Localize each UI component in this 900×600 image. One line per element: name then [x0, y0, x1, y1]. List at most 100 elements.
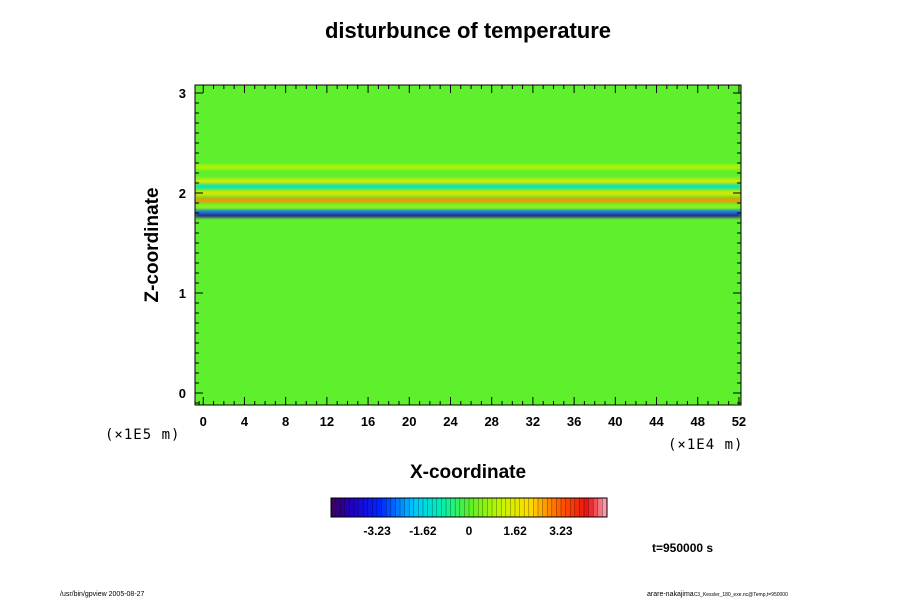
x-tick-label: 24 — [443, 414, 458, 429]
colorbar-cell — [340, 498, 346, 517]
y-scale-label: (×1E5 m) — [105, 427, 180, 443]
colorbar-cell — [487, 498, 493, 517]
colorbar-cell — [542, 498, 548, 517]
colorbar-cell — [331, 498, 336, 517]
colorbar-tick-label: -3.23 — [363, 524, 391, 538]
colorbar-cell — [561, 498, 566, 517]
y-tick-label: 0 — [179, 386, 186, 401]
colorbar-cell — [482, 498, 488, 517]
colorbar-cell — [588, 498, 594, 517]
colorbar-cell — [441, 498, 447, 517]
colorbar-cell — [584, 498, 589, 517]
x-scale-label: (×1E4 m) — [668, 437, 743, 453]
colorbar-cell — [423, 498, 428, 517]
colorbar-cell — [602, 498, 608, 517]
colorbar-tick-label: 0 — [466, 524, 473, 538]
colorbar-cell — [363, 498, 369, 517]
plot-frame — [194, 84, 742, 406]
x-tick-label: 16 — [361, 414, 375, 429]
colorbar-cell — [533, 498, 539, 517]
colorbar-cell — [597, 498, 603, 517]
plot-background — [195, 85, 741, 405]
colorbar-cell — [579, 498, 585, 517]
colorbar-cells — [331, 498, 608, 517]
x-tick-label: 4 — [241, 414, 249, 429]
x-tick-label: 36 — [567, 414, 581, 429]
chart-title: disturbunce of temperature — [325, 18, 611, 43]
colorbar-cell — [478, 498, 484, 517]
colorbar-tick-label: 1.62 — [503, 524, 527, 538]
colorbar-cell — [528, 498, 534, 517]
colorbar-cell — [395, 498, 401, 517]
heatmap-band-7 — [195, 164, 741, 170]
colorbar-cell — [436, 498, 442, 517]
x-tick-label: 44 — [649, 414, 664, 429]
colorbar-tick-label: -1.62 — [409, 524, 437, 538]
colorbar-cell — [547, 498, 553, 517]
colorbar-cell — [446, 498, 451, 517]
y-tick-label: 3 — [179, 86, 186, 101]
y-tick-label: 1 — [179, 286, 186, 301]
colorbar-cell — [349, 498, 355, 517]
heatmap-band-4 — [195, 190, 741, 196]
colorbar-cell — [510, 498, 516, 517]
colorbar-cell — [524, 498, 530, 517]
colorbar-cell — [335, 498, 341, 517]
colorbar-cell — [464, 498, 470, 517]
time-label: t=950000 s — [652, 541, 713, 555]
colorbar-cell — [432, 498, 438, 517]
x-tick-label: 12 — [320, 414, 334, 429]
colorbar-cell — [354, 498, 359, 517]
colorbar-cell — [455, 498, 461, 517]
colorbar-frame — [330, 497, 608, 518]
colorbar-cell — [565, 498, 571, 517]
y-axis-ticks: 0 1 2 3 — [179, 86, 741, 404]
heatmap-band-3 — [195, 197, 741, 203]
colorbar-cell — [492, 498, 497, 517]
heatmap-band-5 — [195, 183, 741, 189]
colorbar-cell — [538, 498, 543, 517]
colorbar-cell — [556, 498, 562, 517]
x-axis-label: X-coordinate — [410, 462, 526, 483]
colorbar-ticks: -3.23 -1.62 0 1.62 3.23 — [363, 524, 572, 538]
colorbar-cell — [400, 498, 405, 517]
x-tick-label: 52 — [732, 414, 746, 429]
x-tick-label: 32 — [526, 414, 540, 429]
colorbar-cell — [418, 498, 424, 517]
heatmap-bands — [195, 164, 741, 218]
colorbar-cell — [358, 498, 364, 517]
colorbar-cell — [570, 498, 576, 517]
x-tick-label: 8 — [282, 414, 289, 429]
x-axis-ticks: 0 4 8 12 16 20 24 28 32 36 40 44 48 52 — [198, 85, 746, 429]
colorbar-cell — [593, 498, 599, 517]
colorbar-cell — [372, 498, 378, 517]
footer-file: C3_Kessler_180_exe.nc@Temp,t=950000 — [694, 592, 788, 598]
footer-command: /usr/bin/gpview 2005-08-27 — [60, 591, 145, 598]
colorbar-cell — [450, 498, 456, 517]
colorbar-cell — [413, 498, 419, 517]
colorbar-tick-label: 3.23 — [549, 524, 573, 538]
footer-credit: arare-nakajimaC3_Kessler_180_exe.nc@Temp… — [647, 591, 788, 598]
x-tick-label: 40 — [608, 414, 622, 429]
x-tick-label: 28 — [484, 414, 498, 429]
colorbar-cell — [574, 498, 580, 517]
colorbar-cell — [381, 498, 387, 517]
colorbar-cell — [386, 498, 392, 517]
colorbar-cell — [551, 498, 557, 517]
x-tick-label: 0 — [200, 414, 207, 429]
colorbar-cell — [404, 498, 410, 517]
colorbar-cell — [390, 498, 396, 517]
colorbar-cell — [459, 498, 465, 517]
footer-author: arare-nakajima — [647, 591, 694, 598]
heatmap-band-0 — [195, 212, 741, 218]
colorbar-cell — [377, 498, 382, 517]
colorbar-cell — [427, 498, 433, 517]
colorbar-cell — [496, 498, 502, 517]
colorbar-cell — [409, 498, 415, 517]
heatmap-band-2 — [195, 204, 741, 210]
x-tick-label: 48 — [690, 414, 704, 429]
colorbar-cell — [344, 498, 350, 517]
heatmap-band-1 — [195, 208, 741, 214]
colorbar-cell — [519, 498, 525, 517]
x-tick-label: 20 — [402, 414, 416, 429]
